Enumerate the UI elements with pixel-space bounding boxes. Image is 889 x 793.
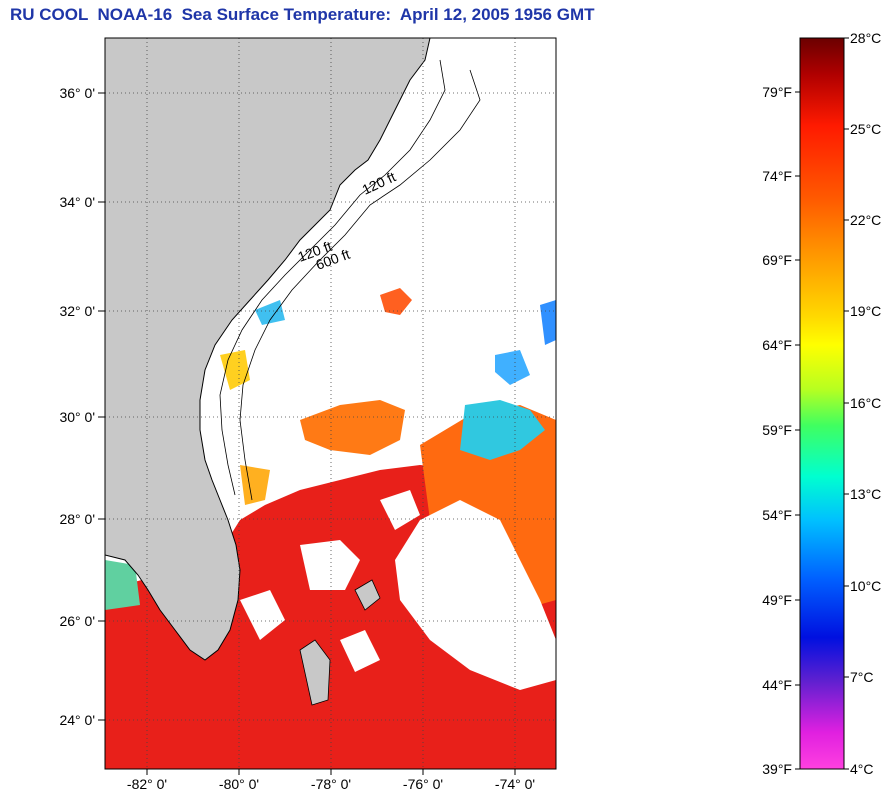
fahrenheit-label-69: 69°F: [762, 252, 792, 268]
lat-label-28: 28° 0': [59, 511, 95, 527]
map-title: RU COOL NOAA-16 Sea Surface Temperature:…: [10, 5, 595, 24]
fahrenheit-label-44: 44°F: [762, 677, 792, 693]
lon-label-74: -74° 0': [495, 776, 535, 792]
celsius-label-22: 22°C: [850, 212, 881, 228]
map-ticks: [98, 92, 516, 775]
lat-label-26: 26° 0': [59, 613, 95, 629]
mixed-patch-2: [255, 300, 285, 325]
lat-label-30: 30° 0': [59, 409, 95, 425]
mixed-patch-3: [105, 560, 140, 610]
celsius-label-28: 28°C: [850, 30, 881, 46]
depth-contour-120ft: [219, 59, 446, 496]
celsius-label-7: 7°C: [850, 669, 874, 685]
fahrenheit-label-49: 49°F: [762, 592, 792, 608]
lon-label-76: -76° 0': [403, 776, 443, 792]
mixed-patch: [220, 350, 250, 390]
cool-water-patch-2: [495, 350, 530, 385]
fahrenheit-label-74: 74°F: [762, 168, 792, 184]
lat-label-32: 32° 0': [59, 303, 95, 319]
lon-label-78: -78° 0': [311, 776, 351, 792]
cloud-patch: [395, 500, 556, 690]
bahamas-island-2: [354, 579, 381, 611]
cool-water-patch-3: [540, 300, 556, 345]
celsius-label-10: 10°C: [850, 578, 881, 594]
fahrenheit-label-54: 54°F: [762, 507, 792, 523]
fahrenheit-label-79: 79°F: [762, 84, 792, 100]
lat-label-34: 34° 0': [59, 194, 95, 210]
depth-contour-600ft: [239, 69, 481, 501]
celsius-label-25: 25°C: [850, 121, 881, 137]
celsius-label-4: 4°C: [850, 761, 874, 777]
cloud-patch-2: [300, 540, 360, 590]
cloud-patch-4: [380, 490, 420, 530]
temperature-colorbar: [799, 37, 845, 770]
map-panel: [105, 38, 556, 769]
cloud-patch-3: [240, 590, 285, 640]
fahrenheit-label-64: 64°F: [762, 337, 792, 353]
lon-label-82: -82° 0': [127, 776, 167, 792]
colorbar-ticks: [795, 37, 849, 770]
celsius-label-13: 13°C: [850, 486, 881, 502]
lon-label-80: -80° 0': [219, 776, 259, 792]
fahrenheit-label-59: 59°F: [762, 422, 792, 438]
bahamas-island: [299, 639, 331, 706]
celsius-label-16: 16°C: [850, 395, 881, 411]
lat-label-36: 36° 0': [59, 85, 95, 101]
land-mass: [105, 38, 431, 661]
fahrenheit-label-39: 39°F: [762, 761, 792, 777]
celsius-label-19: 19°C: [850, 303, 881, 319]
cloud-patch-5: [340, 630, 380, 672]
lat-label-24: 24° 0': [59, 712, 95, 728]
warm-spot: [380, 288, 412, 315]
cool-water-patch: [460, 400, 545, 460]
orange-water-region-2: [300, 400, 405, 455]
